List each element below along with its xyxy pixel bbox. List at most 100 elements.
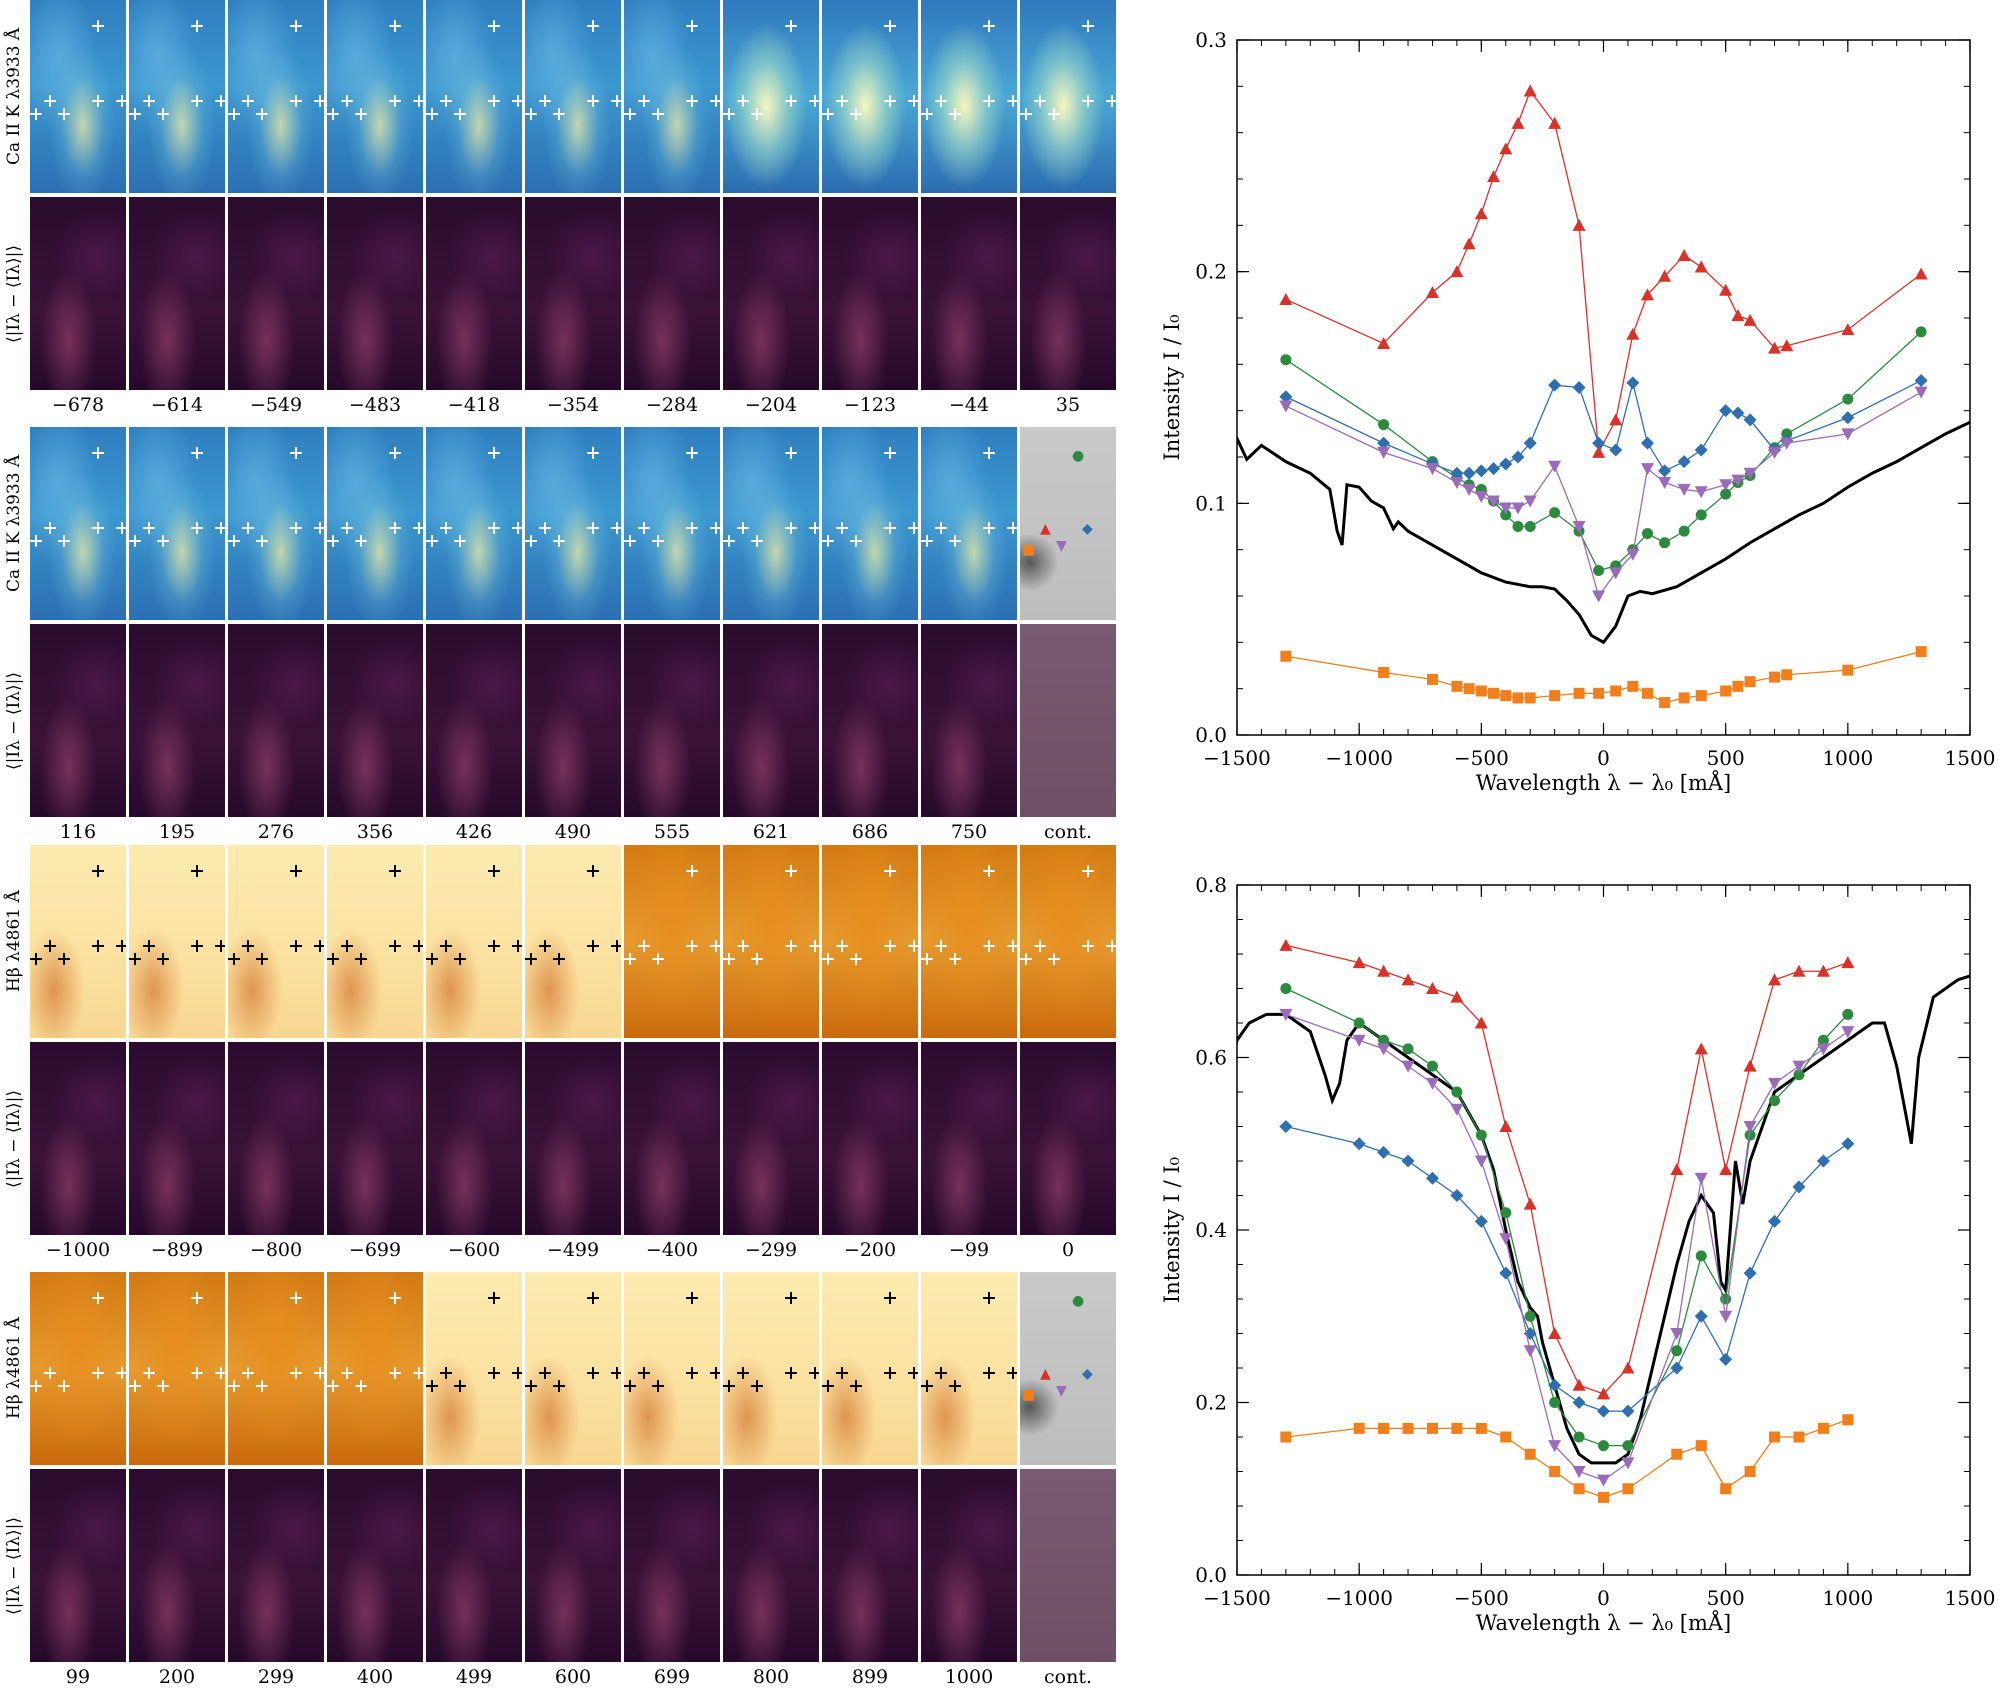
intensity-image bbox=[426, 845, 522, 1038]
intensity-image bbox=[822, 0, 918, 193]
location-cross-marker bbox=[1007, 940, 1017, 952]
location-cross-marker bbox=[587, 20, 599, 32]
location-cross-marker bbox=[624, 535, 636, 547]
green-data-point bbox=[1641, 527, 1653, 539]
intensity-image bbox=[822, 1272, 918, 1465]
purple-data-point bbox=[1743, 1121, 1757, 1133]
location-cross-marker bbox=[751, 535, 763, 547]
wavelength-offset-label: 426 bbox=[455, 821, 493, 843]
location-cross-marker bbox=[389, 865, 401, 877]
wavelength-offset-label: 800 bbox=[752, 1666, 790, 1688]
intensity-image-row bbox=[30, 845, 1116, 1038]
difference-image bbox=[822, 1042, 918, 1235]
location-cross-marker bbox=[1082, 95, 1094, 107]
purple-data-point bbox=[1474, 1155, 1488, 1168]
location-cross-marker bbox=[92, 20, 104, 32]
intensity-image bbox=[228, 1272, 324, 1465]
difference-image bbox=[525, 1469, 621, 1662]
blue-data-point bbox=[1401, 1154, 1415, 1168]
wavelength-offset-labels: 116 195 276 356 426 490 555 621 686 750 cont. bbox=[30, 821, 1115, 843]
location-cross-marker bbox=[157, 1380, 169, 1392]
location-cross-marker bbox=[611, 940, 621, 952]
location-cross-marker bbox=[587, 865, 599, 877]
orange-data-point bbox=[1610, 685, 1622, 697]
red-data-point bbox=[1792, 964, 1806, 977]
purple-data-point bbox=[1768, 1077, 1782, 1090]
purple-data-point bbox=[1450, 476, 1464, 489]
location-cross-marker bbox=[737, 940, 749, 952]
difference-image bbox=[129, 197, 225, 390]
purple-data-point bbox=[1597, 1474, 1610, 1487]
purple-data-point bbox=[1609, 567, 1623, 580]
location-cross-marker bbox=[908, 940, 918, 952]
wavelength-offset-label: 299 bbox=[257, 1666, 295, 1688]
y-axis-label: Intensity I / I₀ bbox=[1160, 1157, 1184, 1303]
location-cross-marker bbox=[751, 1380, 763, 1392]
wavelength-offset-label: cont. bbox=[1044, 821, 1092, 843]
difference-image bbox=[1020, 197, 1116, 390]
blue-data-point bbox=[1694, 1309, 1708, 1323]
location-cross-marker bbox=[215, 95, 225, 107]
green-data-point bbox=[1512, 521, 1524, 532]
location-cross-marker bbox=[850, 953, 862, 965]
location-cross-marker bbox=[327, 535, 339, 547]
orange-data-point bbox=[1598, 1491, 1609, 1503]
intensity-image bbox=[624, 0, 720, 193]
blue-data-point bbox=[1462, 466, 1476, 480]
wavelength-offset-labels: −1000 −899 −800 −699 −600 −499 −400 −299 −200 −99… bbox=[30, 1239, 1115, 1261]
difference-image-row bbox=[30, 197, 1116, 390]
green-data-point bbox=[1280, 983, 1292, 994]
location-cross-marker bbox=[949, 1380, 961, 1392]
difference-image bbox=[624, 1469, 720, 1662]
red-data-point bbox=[1523, 1197, 1537, 1210]
wavelength-offset-label: −600 bbox=[447, 1239, 501, 1261]
intensity-image bbox=[30, 845, 126, 1038]
location-cross-marker bbox=[935, 940, 947, 952]
green-data-point bbox=[1549, 507, 1561, 519]
red-data-point bbox=[1731, 309, 1745, 322]
green-data-point bbox=[1842, 1008, 1854, 1020]
red-data-point bbox=[1841, 956, 1855, 969]
location-cross-marker bbox=[58, 953, 70, 965]
intensity-image bbox=[624, 1272, 720, 1465]
purple-data-point bbox=[1841, 1026, 1855, 1039]
location-cross-marker bbox=[440, 1367, 452, 1379]
location-cross-marker bbox=[58, 108, 70, 120]
orange-data-point bbox=[1573, 687, 1585, 699]
orange-data-point bbox=[1426, 673, 1438, 685]
purple-data-point bbox=[1677, 483, 1691, 496]
location-cross-marker bbox=[850, 1380, 862, 1392]
red-data-point bbox=[1677, 248, 1691, 261]
location-cross-marker bbox=[116, 940, 126, 952]
wavelength-offset-label: 35 bbox=[1055, 394, 1081, 416]
red-data-point bbox=[1658, 269, 1672, 282]
wavelength-offset-label: −499 bbox=[546, 1239, 600, 1261]
location-cross-marker bbox=[822, 1380, 834, 1392]
purple-data-point bbox=[1719, 479, 1733, 492]
location-cross-marker bbox=[256, 535, 268, 547]
intensity-image bbox=[228, 427, 324, 620]
red-data-point bbox=[1450, 990, 1464, 1003]
location-cross-marker bbox=[143, 522, 155, 534]
location-cross-marker bbox=[624, 108, 636, 120]
difference-image bbox=[723, 1042, 819, 1235]
location-cross-marker bbox=[426, 108, 438, 120]
purple-data-point bbox=[1626, 548, 1640, 561]
purple-data-point bbox=[1487, 495, 1501, 508]
location-cross-marker bbox=[710, 95, 720, 107]
y-tick-label: 0.2 bbox=[1195, 260, 1227, 284]
red-data-point bbox=[1572, 1378, 1586, 1391]
intensity-image bbox=[723, 0, 819, 193]
blue-data-point bbox=[1377, 1145, 1391, 1159]
y-axis-label: Intensity I / I₀ bbox=[1160, 314, 1184, 460]
location-cross-marker bbox=[884, 522, 896, 534]
wavelength-offset-label: 499 bbox=[455, 1666, 493, 1688]
location-cross-marker bbox=[1082, 865, 1094, 877]
red-data-point bbox=[1474, 1016, 1488, 1029]
location-cross-marker bbox=[809, 940, 819, 952]
location-cross-marker bbox=[1020, 953, 1032, 965]
purple-triangle-marker: ▼ bbox=[1056, 538, 1067, 554]
red-data-point bbox=[1694, 1042, 1708, 1055]
wavelength-offset-label: 490 bbox=[554, 821, 592, 843]
blue-data-point bbox=[1499, 457, 1513, 471]
